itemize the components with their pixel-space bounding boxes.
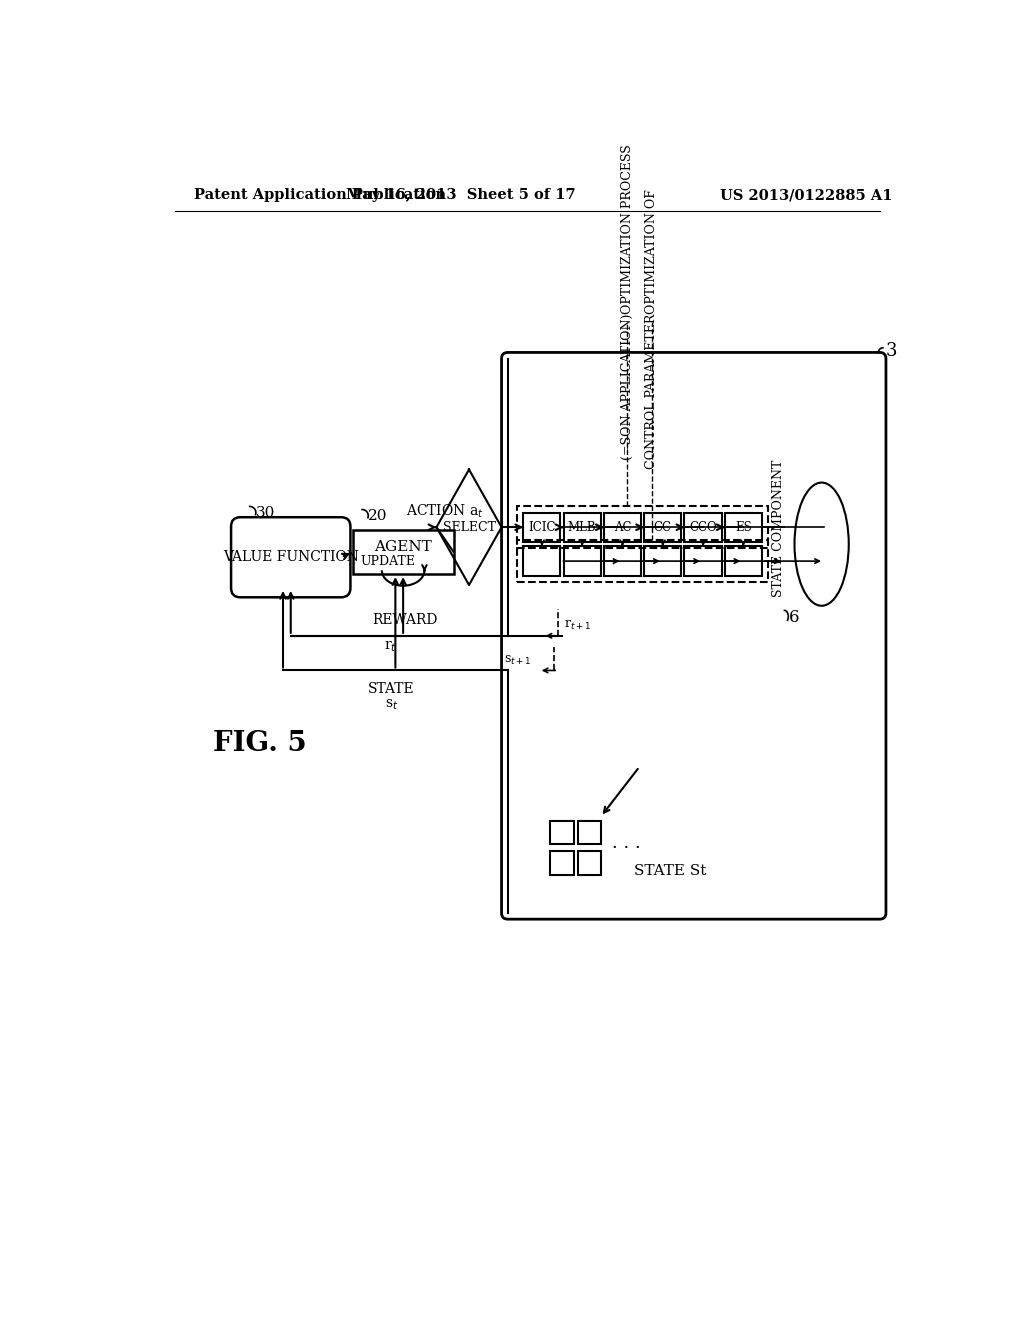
Text: s$_t$: s$_t$: [385, 697, 398, 711]
Text: 20: 20: [369, 508, 388, 523]
Bar: [684, 512, 722, 543]
Text: ACTION a$_t$: ACTION a$_t$: [407, 502, 484, 520]
Bar: [550, 821, 573, 843]
Bar: [578, 821, 601, 843]
Bar: [644, 546, 681, 576]
Bar: [563, 512, 601, 543]
Text: 3: 3: [886, 342, 897, 360]
Text: MLB: MLB: [568, 520, 596, 533]
Text: May 16, 2013  Sheet 5 of 17: May 16, 2013 Sheet 5 of 17: [346, 189, 577, 202]
Text: · · ·: · · ·: [612, 838, 641, 857]
Text: AC: AC: [613, 520, 631, 533]
Bar: [644, 512, 681, 543]
Text: SELECT: SELECT: [442, 520, 496, 533]
Bar: [352, 529, 454, 574]
Bar: [604, 546, 641, 576]
Text: ES: ES: [735, 520, 752, 533]
Text: Patent Application Publication: Patent Application Publication: [194, 189, 445, 202]
Text: CC: CC: [653, 520, 672, 533]
Text: REWARD: REWARD: [372, 612, 437, 627]
Text: OPTIMIZATION PROCESS: OPTIMIZATION PROCESS: [621, 144, 634, 314]
Bar: [725, 546, 762, 576]
Text: VALUE FUNCTION: VALUE FUNCTION: [223, 550, 358, 564]
Bar: [604, 512, 641, 543]
Bar: [684, 546, 722, 576]
Text: s$_{t+1}$: s$_{t+1}$: [504, 653, 531, 667]
Text: 6: 6: [790, 609, 800, 626]
Text: STATE: STATE: [369, 682, 415, 696]
Text: STATE St: STATE St: [634, 863, 707, 878]
Bar: [725, 512, 762, 543]
Text: OPTIMIZATION OF: OPTIMIZATION OF: [645, 189, 658, 314]
Bar: [550, 851, 573, 875]
Text: CONTROL PARAMETER: CONTROL PARAMETER: [645, 314, 658, 470]
Text: AGENT: AGENT: [374, 540, 432, 554]
Text: ICIC: ICIC: [528, 520, 556, 533]
Text: US 2013/0122885 A1: US 2013/0122885 A1: [720, 189, 892, 202]
Text: r$_t$: r$_t$: [384, 640, 396, 653]
Bar: [563, 546, 601, 576]
Bar: [578, 851, 601, 875]
Text: STATE COMPONENT: STATE COMPONENT: [772, 461, 785, 598]
Text: FIG. 5: FIG. 5: [213, 730, 307, 758]
Text: UPDATE: UPDATE: [360, 554, 416, 568]
Text: 30: 30: [256, 506, 275, 520]
Bar: [523, 512, 560, 543]
Text: r$_{t+1}$: r$_{t+1}$: [563, 619, 591, 632]
Bar: [517, 507, 768, 548]
Bar: [517, 540, 768, 582]
Text: (=SON APPLICATION): (=SON APPLICATION): [621, 314, 634, 461]
Bar: [523, 546, 560, 576]
Text: CCO: CCO: [689, 520, 717, 533]
